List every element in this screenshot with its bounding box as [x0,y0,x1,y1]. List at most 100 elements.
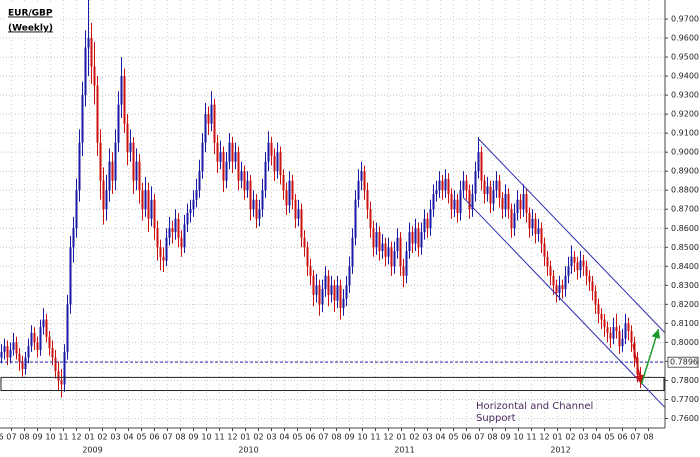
x-tick-label: 03 [110,433,120,442]
candle-body [318,285,321,305]
candle-body [264,161,267,191]
candle-body [120,76,123,105]
candle-body [495,180,498,191]
candle-body [408,232,411,252]
candle-body [204,114,207,143]
candle-body [588,275,591,282]
candle-body [516,199,519,214]
candle-body [90,38,93,67]
candle-body [507,194,510,210]
candle-body [582,260,585,267]
candle-body [396,237,399,252]
candle-body [144,190,147,210]
candle-body [72,228,75,248]
year-label: 2012 [550,446,570,455]
candle-body [195,190,198,200]
candle-body [87,38,90,48]
candle-body [138,161,141,191]
plot [0,0,665,408]
candle-body [531,218,534,229]
x-tick-label: 11 [370,433,380,442]
candle-body [453,199,456,210]
candle-body [54,357,57,371]
candle-body [480,152,483,181]
candle-body [513,213,516,229]
candle-body [285,190,288,206]
candle-body [402,266,405,276]
candle-body [117,104,120,143]
x-tick-label: 09 [500,433,510,442]
candle-body [234,152,237,162]
x-tick-label: 10 [357,433,367,442]
candle-body [123,76,126,124]
candle-body [183,224,186,248]
candle-body [618,330,621,347]
candle-body [177,218,180,238]
x-tick-label: 05 [136,433,146,442]
candle-body [504,194,507,210]
candle-body [594,291,597,305]
candle-body [390,247,393,267]
candle-body [528,213,531,229]
candle-body [615,327,618,331]
chart-subtitle: (Weekly) [8,24,53,34]
candle-body [63,351,66,385]
x-tick-label: 10 [513,433,523,442]
candle-body [597,304,600,314]
candle-body [30,332,33,347]
candle-body [423,218,426,233]
candle-body [303,237,306,248]
x-tick-label: 11 [214,433,224,442]
candle-body [126,123,129,153]
y-tick-label: 0.9200 [671,110,699,119]
candle-body [420,232,423,248]
x-tick-label: 05 [448,433,458,442]
candle-body [447,178,450,195]
y-tick-label: 0.7800 [671,376,699,385]
x-tick-label: 06 [617,433,627,442]
x-tick-label: 03 [422,433,432,442]
candle-body [606,327,609,333]
x-tick-label: 05 [604,433,614,442]
candle-body [96,85,99,143]
candle-body [165,237,168,261]
x-tick-label: 12 [227,433,237,442]
arrow [640,328,661,385]
candle-body [573,256,576,263]
candle-body [153,199,156,229]
candle-body [321,289,324,305]
candle-body [306,247,309,267]
x-tick-label: 10 [201,433,211,442]
candle-body [240,171,243,181]
x-tick-label: 02 [253,433,263,442]
candle-body [468,190,471,210]
year-label: 2009 [82,446,102,455]
candle-body [399,237,402,267]
candle-body [405,251,408,276]
candle-body [309,266,312,276]
candle-body [102,180,105,210]
x-tick-label: 01 [240,433,250,442]
candle-body [393,251,396,267]
candle-body [360,171,363,181]
grid [0,0,665,428]
candle-body [93,66,96,86]
candle-body [198,171,201,191]
candle-body [567,266,570,276]
candle-body [438,180,441,191]
candle-body [600,313,603,320]
candle-body [432,194,435,210]
candle-body [510,209,513,229]
candle-body [585,266,588,276]
candle-body [570,256,573,267]
candle-body [555,285,558,293]
candle-body [105,190,108,210]
candle-body [345,285,348,299]
candle-body [51,348,54,358]
candle-body [3,346,6,352]
candle-body [378,232,381,252]
candle-body [621,338,624,347]
x-tick-label: 08 [487,433,497,442]
x-tick-label: 07 [318,433,328,442]
candle-body [36,342,39,351]
